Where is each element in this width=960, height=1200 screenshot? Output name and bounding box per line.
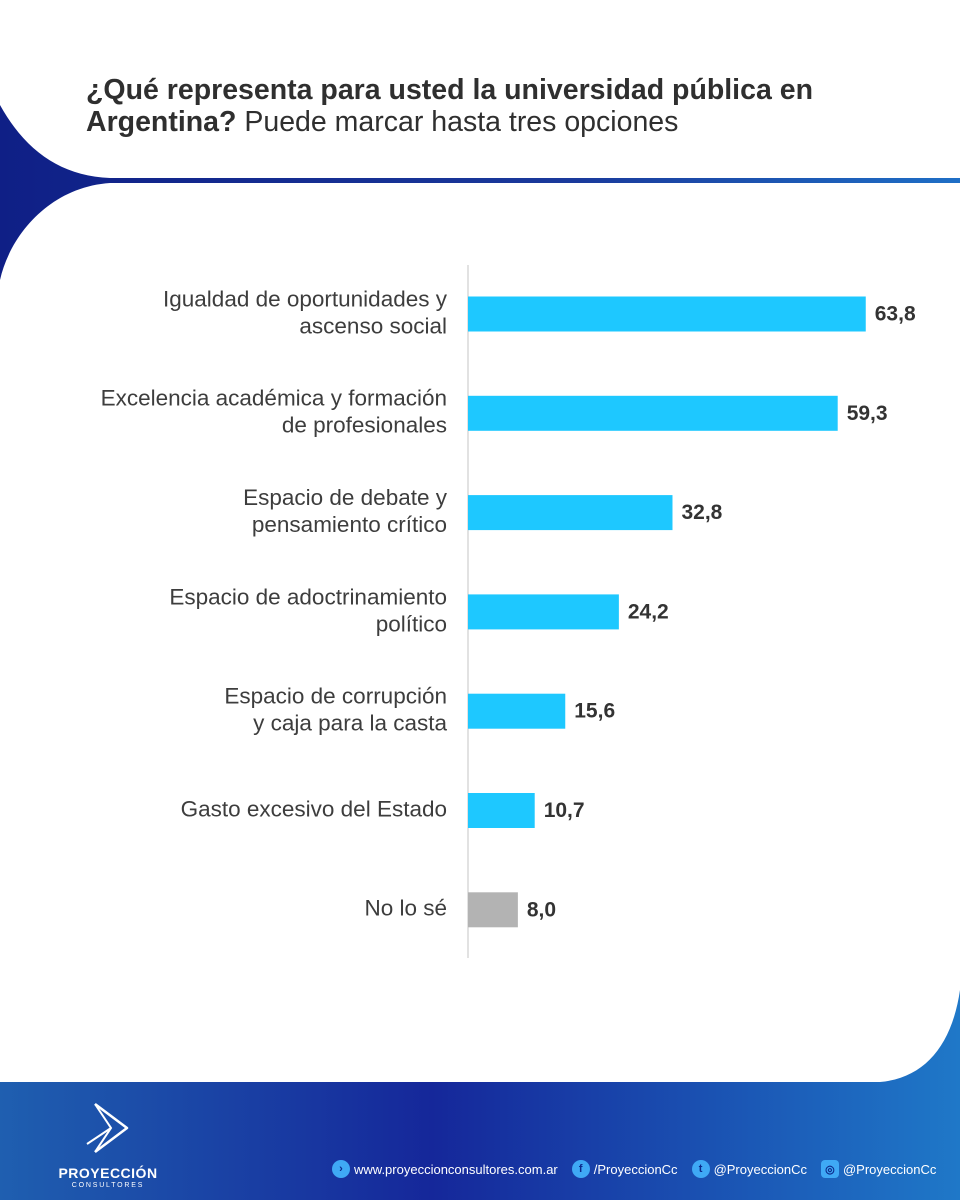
category-label-line: pensamiento crítico	[252, 512, 447, 537]
category-label-line: Gasto excesivo del Estado	[181, 796, 447, 821]
value-label-1: 59,3	[847, 402, 888, 425]
value-label-5: 10,7	[544, 799, 585, 822]
footer-band	[0, 990, 960, 1200]
category-label-line: político	[376, 611, 447, 636]
category-label-2: Espacio de debate y pensamiento crítico	[243, 485, 448, 537]
category-label-5: Gasto excesivo del Estado	[181, 796, 447, 821]
category-label-line: Espacio de corrupción	[224, 684, 447, 709]
value-label-2: 32,8	[681, 501, 722, 524]
brand-logo: PROYECCIÓN CONSULTORES	[58, 1100, 158, 1189]
category-label-line: Igualdad de oportunidades y	[163, 286, 448, 311]
twitter-icon: t	[691, 1160, 710, 1178]
category-label-line: ascenso social	[299, 313, 447, 338]
category-label-3: Espacio de adoctrinamiento político	[169, 584, 447, 636]
category-label-line: Excelencia académica y formación	[101, 386, 447, 411]
bar-0	[468, 296, 866, 332]
title-instruction: Puede marcar hasta tres opciones	[244, 106, 679, 138]
value-label-6: 8,0	[527, 898, 556, 921]
instagram-icon: ◎	[820, 1160, 839, 1178]
contact-website[interactable]: › www.proyeccionconsultores.com.ar	[332, 1160, 558, 1178]
value-label-3: 24,2	[628, 600, 669, 623]
bar-6	[468, 892, 518, 928]
value-label-0: 63,8	[875, 303, 916, 326]
brand-name: PROYECCIÓN	[58, 1165, 158, 1181]
category-label-0: Igualdad de oportunidades y ascenso socia…	[163, 286, 448, 338]
category-label-line: de profesionales	[282, 413, 447, 438]
category-label-4: Espacio de corrupción y caja para la cast…	[224, 684, 447, 736]
value-label-4: 15,6	[574, 700, 615, 723]
title-question: ¿Qué representa para usted la universida…	[86, 74, 813, 138]
contact-instagram-text: @ProyeccionCc	[842, 1161, 937, 1177]
chart-title: ¿Qué representa para usted la universida…	[86, 74, 906, 138]
category-label-line: Espacio de debate y	[243, 485, 448, 510]
facebook-icon: f	[571, 1160, 590, 1178]
bar-5	[468, 793, 535, 828]
bar-4	[468, 693, 566, 729]
chevron-right-icon: ›	[332, 1160, 350, 1178]
category-label-6: No lo sé	[364, 896, 447, 921]
contact-website-text: www.proyeccionconsultores.com.ar	[354, 1161, 558, 1177]
category-label-line: Espacio de adoctrinamiento	[169, 584, 447, 609]
contact-facebook[interactable]: f /ProyeccionCc	[571, 1160, 678, 1178]
category-label-line: No lo sé	[364, 896, 447, 921]
bar-2	[468, 495, 673, 531]
category-label-line: y caja para la casta	[253, 711, 447, 736]
logo-mark-icon	[86, 1103, 129, 1153]
bar-1	[468, 395, 838, 431]
bar-3	[468, 594, 619, 630]
category-label-1: Excelencia académica y formación de profe…	[101, 386, 447, 438]
brand-subtitle: CONSULTORES	[71, 1182, 145, 1189]
contact-facebook-text: /ProyeccionCc	[593, 1161, 678, 1177]
contact-twitter-text: @ProyeccionCc	[713, 1161, 807, 1177]
contact-instagram[interactable]: ◎ @ProyeccionCc	[820, 1160, 937, 1178]
contact-twitter[interactable]: t @ProyeccionCc	[691, 1160, 807, 1178]
contact-bar: › www.proyeccionconsultores.com.ar f /Pr…	[332, 1158, 936, 1180]
